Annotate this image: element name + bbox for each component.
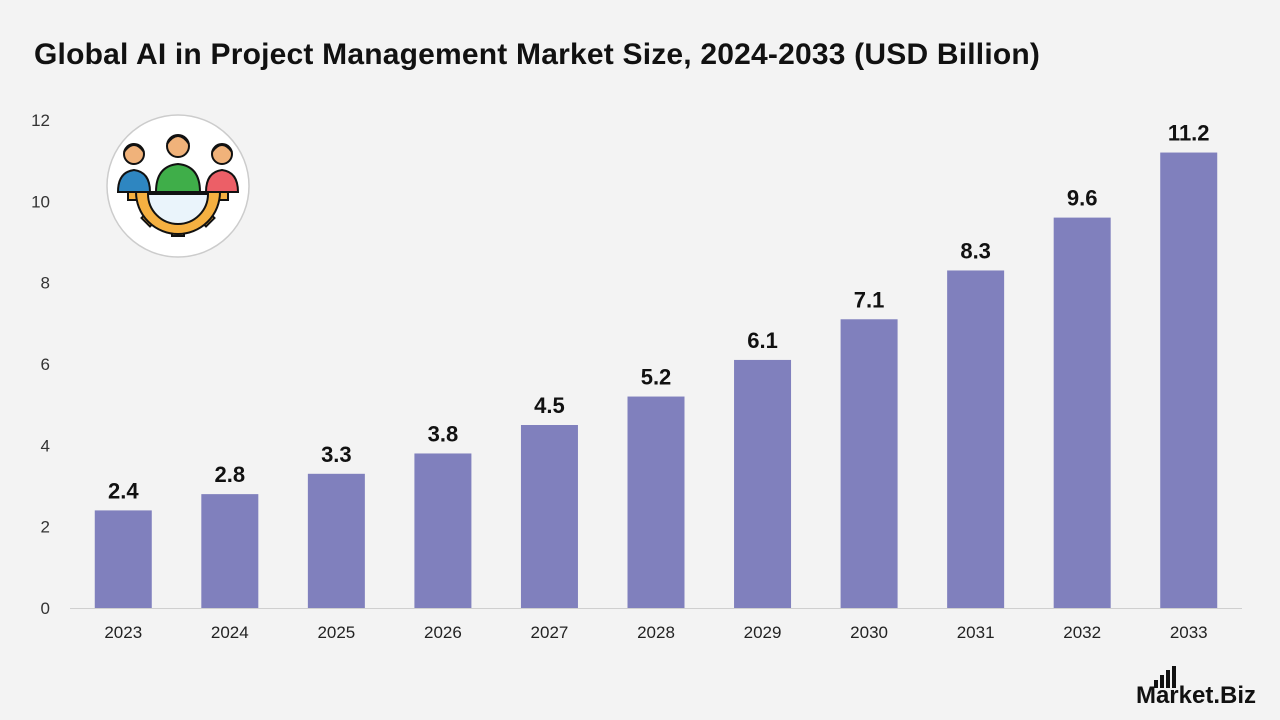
value-label-2026: 3.8 bbox=[428, 421, 459, 446]
bar-2023 bbox=[94, 510, 152, 608]
y-tick-label: 2 bbox=[41, 518, 50, 537]
bars-group: 2.4 2.8 3.3 3.8 4.5 5.2 6.1 7.1 8.3 9.6 11.2 bbox=[94, 121, 1218, 609]
logo-text: Market.Biz bbox=[1135, 682, 1256, 709]
x-tick-label-2026: 2026 bbox=[424, 623, 462, 642]
y-tick-label: 12 bbox=[31, 111, 50, 130]
x-tick-label-2023: 2023 bbox=[104, 623, 142, 642]
bar-2030 bbox=[840, 319, 898, 608]
marketbiz-logo: Market.Biz bbox=[1136, 666, 1256, 708]
y-tick-label: 4 bbox=[41, 436, 50, 455]
value-label-2031: 8.3 bbox=[960, 238, 991, 263]
value-label-2025: 3.3 bbox=[321, 442, 352, 467]
x-tick-label-2025: 2025 bbox=[317, 623, 355, 642]
value-label-2023: 2.4 bbox=[108, 478, 139, 503]
bar-2029 bbox=[734, 359, 792, 608]
bar-2032 bbox=[1053, 217, 1111, 608]
bar-2028 bbox=[627, 396, 685, 608]
value-label-2030: 7.1 bbox=[854, 287, 885, 312]
bar-2027 bbox=[520, 425, 578, 608]
x-tick-label-2028: 2028 bbox=[637, 623, 675, 642]
value-label-2033: 11.2 bbox=[1168, 121, 1210, 146]
y-tick-label: 0 bbox=[41, 599, 50, 618]
x-tick-label-2031: 2031 bbox=[957, 623, 995, 642]
x-tick-label-2024: 2024 bbox=[211, 623, 249, 642]
value-label-2027: 4.5 bbox=[534, 393, 565, 418]
y-axis: 0 2 4 6 8 10 12 bbox=[31, 111, 50, 618]
x-tick-label-2027: 2027 bbox=[531, 623, 569, 642]
value-label-2024: 2.8 bbox=[215, 462, 246, 487]
bar-2026 bbox=[414, 453, 472, 608]
x-tick-label-2033: 2033 bbox=[1170, 623, 1208, 642]
chart-title: Global AI in Project Management Market S… bbox=[34, 38, 1041, 71]
value-label-2032: 9.6 bbox=[1067, 186, 1098, 211]
bars-logo-icon bbox=[1153, 666, 1176, 688]
y-tick-label: 10 bbox=[31, 192, 50, 211]
x-tick-label-2029: 2029 bbox=[744, 623, 782, 642]
bar-2024 bbox=[201, 494, 259, 608]
y-tick-label: 6 bbox=[41, 355, 50, 374]
x-axis: 2023 2024 2025 2026 2027 2028 2029 2030 2031 2032… bbox=[104, 623, 1207, 642]
x-tick-label-2032: 2032 bbox=[1063, 623, 1101, 642]
value-label-2028: 5.2 bbox=[641, 365, 672, 390]
value-label-2029: 6.1 bbox=[747, 328, 778, 353]
bar-2025 bbox=[307, 473, 365, 608]
bar-2031 bbox=[947, 270, 1005, 608]
team-gear-icon bbox=[106, 114, 250, 258]
x-tick-label-2030: 2030 bbox=[850, 623, 888, 642]
y-tick-label: 8 bbox=[41, 274, 50, 293]
bar-2033 bbox=[1160, 152, 1218, 609]
